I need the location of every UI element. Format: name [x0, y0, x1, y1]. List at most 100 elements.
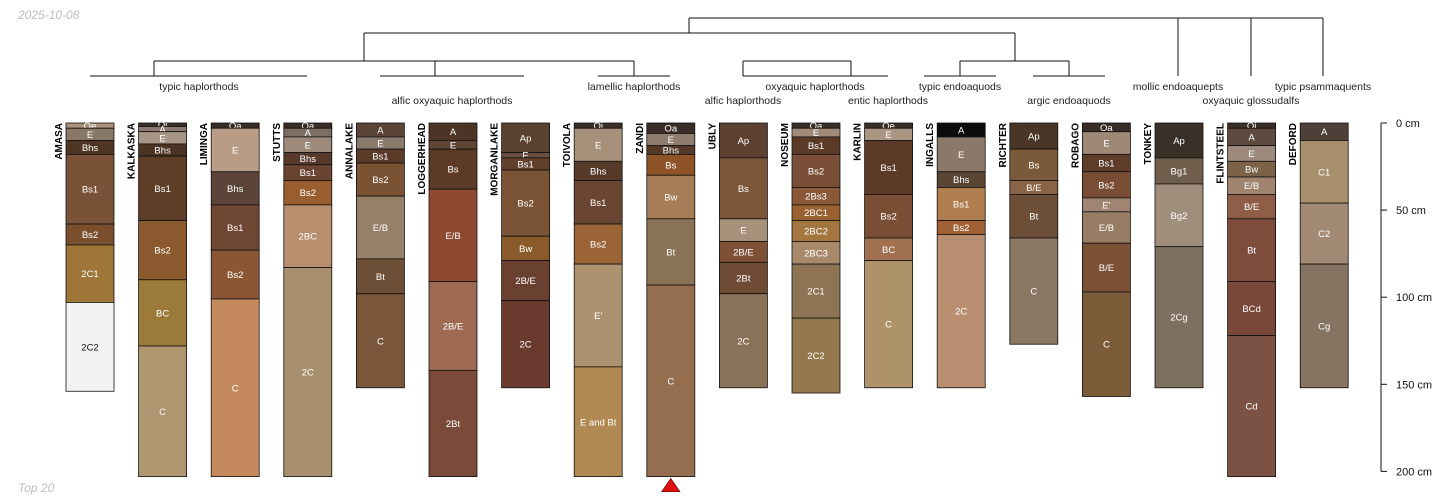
horizon-label: Bhs: [663, 146, 680, 157]
horizon-label: Bs1: [880, 163, 896, 174]
horizon-label: Bs1: [300, 168, 316, 179]
horizon-label: Oa: [229, 121, 242, 132]
horizon-kalkaska: [138, 279, 188, 347]
horizon-label: C: [1103, 340, 1110, 351]
horizon-label: E/B: [1244, 181, 1259, 192]
horizon-flintsteel: [1227, 335, 1276, 478]
depth-axis: 0 cm 50 cm 100 cm 150 cm 200 cm: [1380, 118, 1432, 478]
horizon-flintsteel: [1227, 194, 1276, 220]
horizon-morganlake: [501, 300, 551, 389]
horizon-label: Oa: [301, 121, 314, 132]
horizon-label: Bs2: [953, 223, 969, 234]
axis-tick-label: 100 cm: [1396, 292, 1432, 304]
horizon-label: Bs2: [82, 230, 98, 241]
horizon-label: Bs1: [517, 159, 533, 170]
soil-profile-toivola: TOIVOLA Oi E Bhs Bs1 Bs2 E' E and Bt: [562, 121, 623, 478]
horizon-karlin: [864, 260, 913, 389]
dendrogram: [90, 17, 1324, 77]
horizon-label: Bs2: [154, 246, 170, 257]
horizon-label: 2C2: [81, 342, 98, 353]
horizon-label: Bs1: [953, 200, 969, 211]
profile-name: TONKEY: [1143, 123, 1154, 165]
axis-tick-label: 0 cm: [1396, 118, 1420, 130]
horizon-label: C: [1030, 287, 1037, 298]
horizon-label: E: [668, 135, 674, 146]
horizon-morganlake: [501, 235, 551, 262]
horizon-deford: [1299, 263, 1349, 389]
footer-caption: Top 20: [18, 481, 55, 495]
soil-profile-loggerhead: LOGGERHEAD AE Bs E/B 2B/E 2Bt: [417, 122, 478, 478]
horizon-annalake: [355, 162, 405, 197]
horizon-label: A: [958, 125, 965, 136]
profile-name: TOIVOLA: [562, 123, 573, 167]
profile-name: STUTTS: [272, 123, 283, 162]
profile-name: ROBAGO: [1070, 123, 1081, 168]
taxon-label: mollic endoaquepts: [1133, 81, 1223, 93]
horizon-label: E': [1102, 200, 1110, 211]
horizon-label: BC: [882, 245, 895, 256]
horizon-label: Bs: [738, 184, 749, 195]
horizon-label: 2Bs3: [805, 192, 827, 203]
horizon-label: Bhs: [953, 175, 970, 186]
horizon-label: E: [885, 130, 891, 141]
horizon-label: Bs: [1028, 160, 1039, 171]
taxon-label: typic haplorthods: [159, 81, 238, 93]
taxon-label: oxyaquic haplorthods: [765, 81, 864, 93]
horizon-label: Bg2: [1171, 211, 1188, 222]
horizon-morganlake: [501, 169, 551, 237]
horizon-karlin: [864, 140, 913, 195]
horizon-label: 2B/E: [733, 247, 754, 258]
horizon-stutts: [283, 204, 333, 268]
horizon-stutts: [283, 267, 333, 478]
horizon-tonkey: [1154, 183, 1204, 248]
profile-name: NOSEUM: [780, 123, 791, 167]
horizon-label: Bt: [1029, 212, 1038, 223]
horizon-label: Bs1: [1098, 159, 1114, 170]
horizon-label: 2C1: [81, 269, 98, 280]
horizon-label: E: [377, 139, 383, 150]
horizon-label: E/B: [445, 231, 460, 242]
horizon-label: Oa: [664, 124, 677, 135]
horizon-ingalls: [936, 136, 986, 173]
horizon-label: C: [232, 383, 239, 394]
horizon-label: Bw: [519, 244, 532, 255]
horizon-label: Bt: [1247, 246, 1256, 257]
horizon-label: Bhs: [300, 154, 317, 165]
horizon-toivola: [573, 366, 623, 478]
horizon-label: Bw: [1245, 165, 1258, 176]
horizon-label: Bs2: [1098, 180, 1114, 191]
horizon-label: Bs1: [590, 198, 606, 209]
horizon-label: E: [87, 130, 93, 141]
horizon-label: 2Cg: [1170, 313, 1187, 324]
profile-name: KARLIN: [853, 123, 864, 161]
profile-name: ZANDI: [635, 123, 646, 154]
taxon-label: alfic haplorthods: [705, 95, 781, 107]
horizon-label: A: [1321, 127, 1328, 138]
horizon-label: 2BC1: [804, 208, 828, 219]
horizon-label: A: [159, 125, 166, 136]
horizon-label: 2BC3: [804, 248, 828, 259]
horizon-ingalls: [936, 187, 986, 221]
axis-tick-label: 50 cm: [1396, 205, 1426, 217]
profile-name: LIMINGA: [199, 123, 210, 165]
horizon-label: Oa: [1100, 123, 1113, 134]
axis-tick-label: 150 cm: [1396, 379, 1432, 391]
horizon-liminga: [210, 298, 260, 478]
soil-profile-deford: DEFORD A C1 C2 Cg: [1288, 122, 1349, 389]
horizon-label: 2C: [955, 307, 967, 318]
horizon-label: Bs1: [82, 185, 98, 196]
horizon-label: C1: [1318, 167, 1330, 178]
horizon-toivola: [573, 263, 623, 368]
horizon-tonkey: [1154, 122, 1204, 159]
horizon-label: Oi: [158, 120, 168, 131]
horizon-label: Oa: [810, 121, 823, 132]
horizon-label: 2C: [520, 340, 532, 351]
horizon-kalkaska: [138, 220, 188, 281]
profile-name: RICHTER: [998, 122, 1009, 167]
horizon-kalkaska: [138, 155, 188, 221]
horizon-label: Bs1: [227, 223, 243, 234]
horizon-label: C: [159, 407, 166, 418]
horizon-label: E: [740, 226, 746, 237]
